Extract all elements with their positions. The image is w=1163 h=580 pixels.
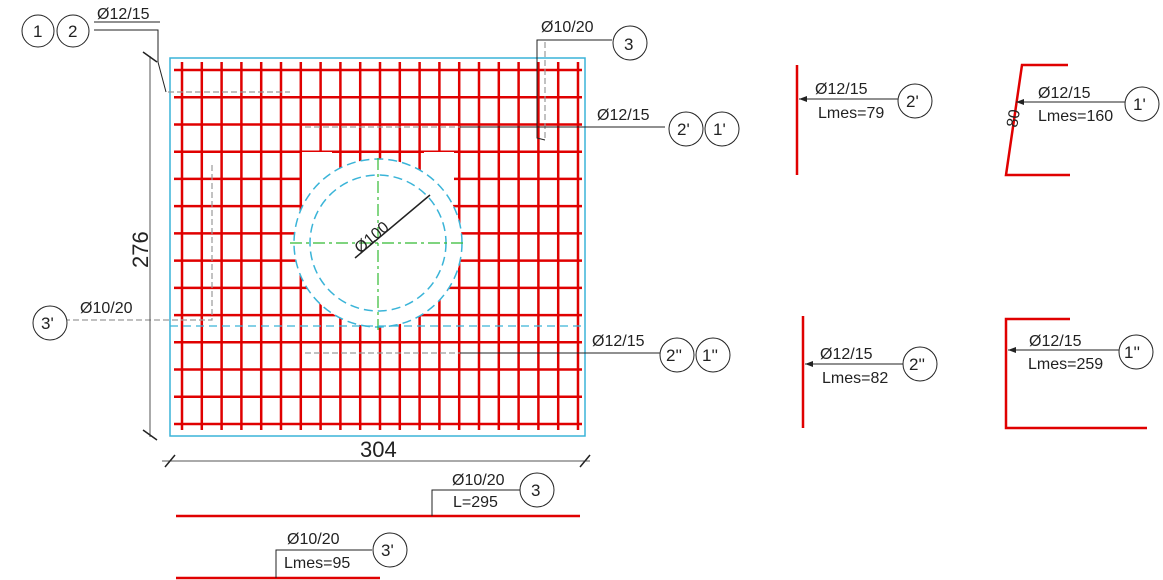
bar-1p-shape <box>1004 63 1070 177</box>
mark-3p-circle <box>32 305 68 341</box>
bar-2pp-mark: 2'' <box>909 355 925 374</box>
dim-height-tick-top <box>142 51 158 63</box>
bar-1p-arrow <box>1016 99 1024 105</box>
bar-2pp-spec: Ø12/15 <box>820 346 873 363</box>
hole-opening-right <box>424 152 454 194</box>
bar-3p-mark-circle <box>372 532 408 568</box>
mark-2pp-circle <box>659 337 695 373</box>
detail-bar-3p: Ø10/20 Lmes=95 3' <box>176 531 408 580</box>
bar-2p-mark-circle <box>897 83 933 119</box>
mark-2pp-label: 2'' <box>666 346 682 365</box>
bar-3p-leader <box>275 549 372 578</box>
detail-bar-1p: Ø12/15 Lmes=160 80 1' <box>1004 63 1160 177</box>
detail-bar-3: Ø10/20 L=295 3 <box>176 472 580 518</box>
detail-bar-1pp: Ø12/15 Lmes=259 1'' <box>1004 317 1154 430</box>
bar-1pp-spec: Ø12/15 <box>1029 333 1082 350</box>
bar-2pp-arrow <box>805 361 813 367</box>
bar-1pp-mark-circle <box>1118 334 1154 370</box>
bar-3-leader <box>431 489 520 516</box>
mark-3p-label: 3' <box>41 314 54 333</box>
dim-width-tick-right <box>579 454 591 468</box>
bar-1p-length: Lmes=160 <box>1038 108 1113 125</box>
bar-1p-dim: 80 <box>1004 108 1024 129</box>
callout-3p-spec: Ø10/20 <box>80 300 133 317</box>
bar-2p-length: Lmes=79 <box>818 105 884 122</box>
bar-3p-mark: 3' <box>381 541 394 560</box>
bar-2p-arrow <box>799 96 807 102</box>
dim-width-tick-left <box>164 454 176 468</box>
bar-3-spec: Ø10/20 <box>452 472 505 489</box>
mark-2p-circle <box>668 111 704 147</box>
callout-1-2-spec: Ø12/15 <box>97 6 150 23</box>
bar-1pp-mark: 1'' <box>1124 343 1140 362</box>
bar-3-mark-circle <box>519 472 555 508</box>
dim-height-tick-bottom <box>142 429 158 441</box>
hole-diameter-line <box>354 194 431 259</box>
detail-bar-2p: Ø12/15 Lmes=79 2' <box>795 65 933 175</box>
callout-1-2-leader <box>94 29 167 93</box>
bar-2p-spec: Ø12/15 <box>815 81 868 98</box>
bar-2pp-mark-circle <box>902 346 938 382</box>
plan-view: Ø100 276 304 1 2 Ø12/15 3 Ø10/20 <box>21 6 740 468</box>
hole-opening-left <box>302 152 332 194</box>
callout-2pp-1pp-spec: Ø12/15 <box>592 333 645 350</box>
callout-3-spec: Ø10/20 <box>541 19 594 36</box>
callout-3-leader <box>536 39 612 141</box>
bar-3-length: L=295 <box>453 494 498 511</box>
bar-3p-hidden <box>65 165 213 321</box>
mark-1p-circle <box>704 111 740 147</box>
mark-1-circle <box>21 14 55 48</box>
bar-1pp-shape <box>1004 317 1147 430</box>
mark-3-circle <box>612 25 648 61</box>
bar-2p-mark: 2' <box>906 92 919 111</box>
bar-1pp-length: Lmes=259 <box>1028 356 1103 373</box>
dim-width-label: 304 <box>360 437 397 462</box>
dim-height-label: 276 <box>128 231 153 268</box>
mark-1pp-label: 1'' <box>702 346 718 365</box>
bar-2pp-length: Lmes=82 <box>822 370 888 387</box>
mark-2-label: 2 <box>68 22 77 41</box>
bar-1pp-arrow <box>1008 347 1016 353</box>
mark-1-label: 1 <box>33 22 42 41</box>
bar-1p-mark-circle <box>1124 86 1160 122</box>
mark-2p-label: 2' <box>677 120 690 139</box>
bar-3p-length: Lmes=95 <box>284 555 350 572</box>
bar-1p-spec: Ø12/15 <box>1038 85 1091 102</box>
detail-bar-2pp: Ø12/15 Lmes=82 2'' <box>801 316 938 428</box>
mark-2-circle <box>56 14 90 48</box>
bar-1p-mark: 1' <box>1133 95 1146 114</box>
bar-3p-spec: Ø10/20 <box>287 531 340 548</box>
mark-1pp-circle <box>695 337 731 373</box>
slab-outline <box>169 57 586 437</box>
callout-2p-1p-spec: Ø12/15 <box>597 107 650 124</box>
mark-1p-label: 1' <box>713 120 726 139</box>
mark-3-label: 3 <box>624 35 633 54</box>
bar-3-mark: 3 <box>531 481 540 500</box>
